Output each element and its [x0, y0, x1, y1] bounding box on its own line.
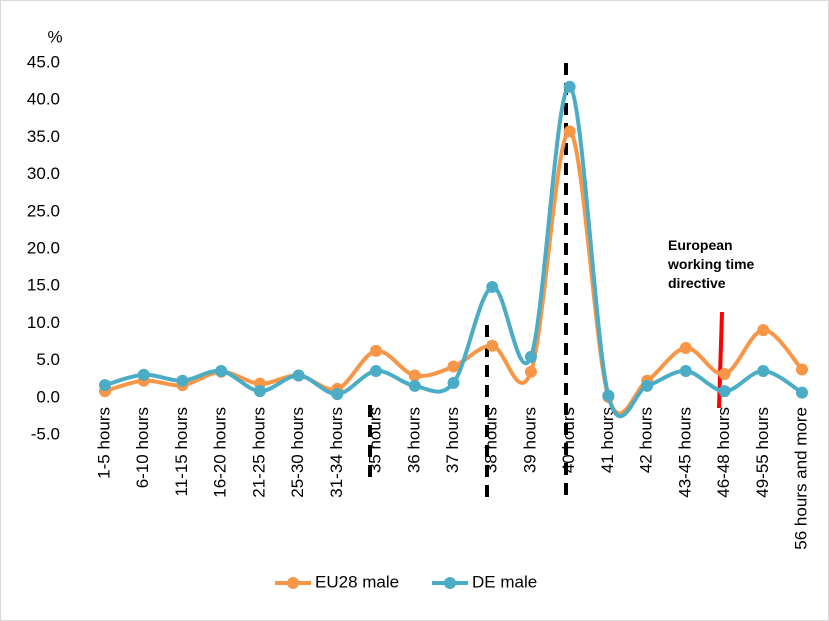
- point: [176, 374, 189, 387]
- legend-marker: [444, 577, 456, 589]
- series-line: [104, 129, 804, 416]
- point: [563, 80, 576, 93]
- point: [757, 324, 770, 337]
- x-tick-label: 37 hours: [443, 407, 462, 473]
- point: [215, 365, 228, 378]
- point: [331, 388, 344, 401]
- point: [253, 385, 266, 398]
- point: [602, 389, 615, 402]
- point: [370, 344, 383, 357]
- y-tick-label: 35.0: [27, 127, 60, 146]
- point: [370, 365, 383, 378]
- x-tick-label: 56 hours and more: [791, 407, 810, 550]
- y-tick-label: 30.0: [27, 164, 60, 183]
- point: [718, 385, 731, 398]
- y-tick-label: 10.0: [27, 313, 60, 332]
- x-tick-label: 25-30 hours: [288, 407, 307, 498]
- annotation-box: European working time directive: [668, 237, 755, 291]
- legend-label: DE male: [472, 572, 537, 591]
- point: [641, 379, 654, 392]
- x-tick-label: 6-10 hours: [133, 407, 152, 488]
- annotation: European working time directive: [668, 237, 755, 291]
- x-tick-label: 43-45 hours: [675, 407, 694, 498]
- point: [524, 350, 537, 363]
- y-tick-label: 40.0: [27, 90, 60, 109]
- point: [757, 365, 770, 378]
- point: [137, 368, 150, 381]
- point: [679, 341, 692, 354]
- x-tick-label: 1-5 hours: [94, 407, 113, 479]
- x-tick-label: 38 hours: [482, 407, 501, 473]
- point: [408, 369, 421, 382]
- x-tick-label: 31-34 hours: [327, 407, 346, 498]
- x-tick-label: 11-15 hours: [172, 407, 191, 496]
- x-tick-label: 46-48 hours: [714, 407, 733, 498]
- y-tick-label: 20.0: [27, 238, 60, 257]
- point: [447, 376, 460, 389]
- x-tick-label: 16-20 hours: [211, 407, 230, 498]
- x-tick-label: 49-55 hours: [753, 407, 772, 498]
- x-tick-label: 36 hours: [404, 407, 423, 473]
- point: [292, 369, 305, 382]
- y-axis-label: %: [47, 27, 62, 46]
- point: [796, 386, 808, 399]
- point: [99, 379, 111, 392]
- point: [486, 339, 499, 352]
- series-line: [104, 84, 804, 419]
- x-tick-label: 40 hours: [559, 407, 578, 473]
- x-tick-label: 41 hours: [598, 407, 617, 473]
- x-tick-label: 39 hours: [520, 407, 539, 473]
- y-tick-label: -5.0: [31, 424, 60, 443]
- y-tick-label: 5.0: [36, 350, 60, 369]
- x-tick-label: 21-25 hours: [249, 407, 268, 498]
- point: [447, 360, 460, 373]
- y-tick-label: 25.0: [27, 201, 60, 220]
- point: [408, 379, 421, 392]
- point: [563, 125, 576, 138]
- point: [524, 365, 537, 378]
- x-tick-label: 42 hours: [637, 407, 656, 473]
- y-tick-label: 15.0: [27, 276, 60, 295]
- point: [679, 365, 692, 378]
- point: [718, 367, 731, 380]
- y-tick-label: 0.0: [36, 387, 60, 406]
- legend-label: EU28 male: [315, 572, 399, 591]
- y-tick-label: 45.0: [27, 52, 60, 71]
- legend-marker: [287, 577, 299, 589]
- x-tick-label: 35 hours: [366, 407, 385, 473]
- point: [796, 363, 808, 376]
- point: [486, 280, 499, 293]
